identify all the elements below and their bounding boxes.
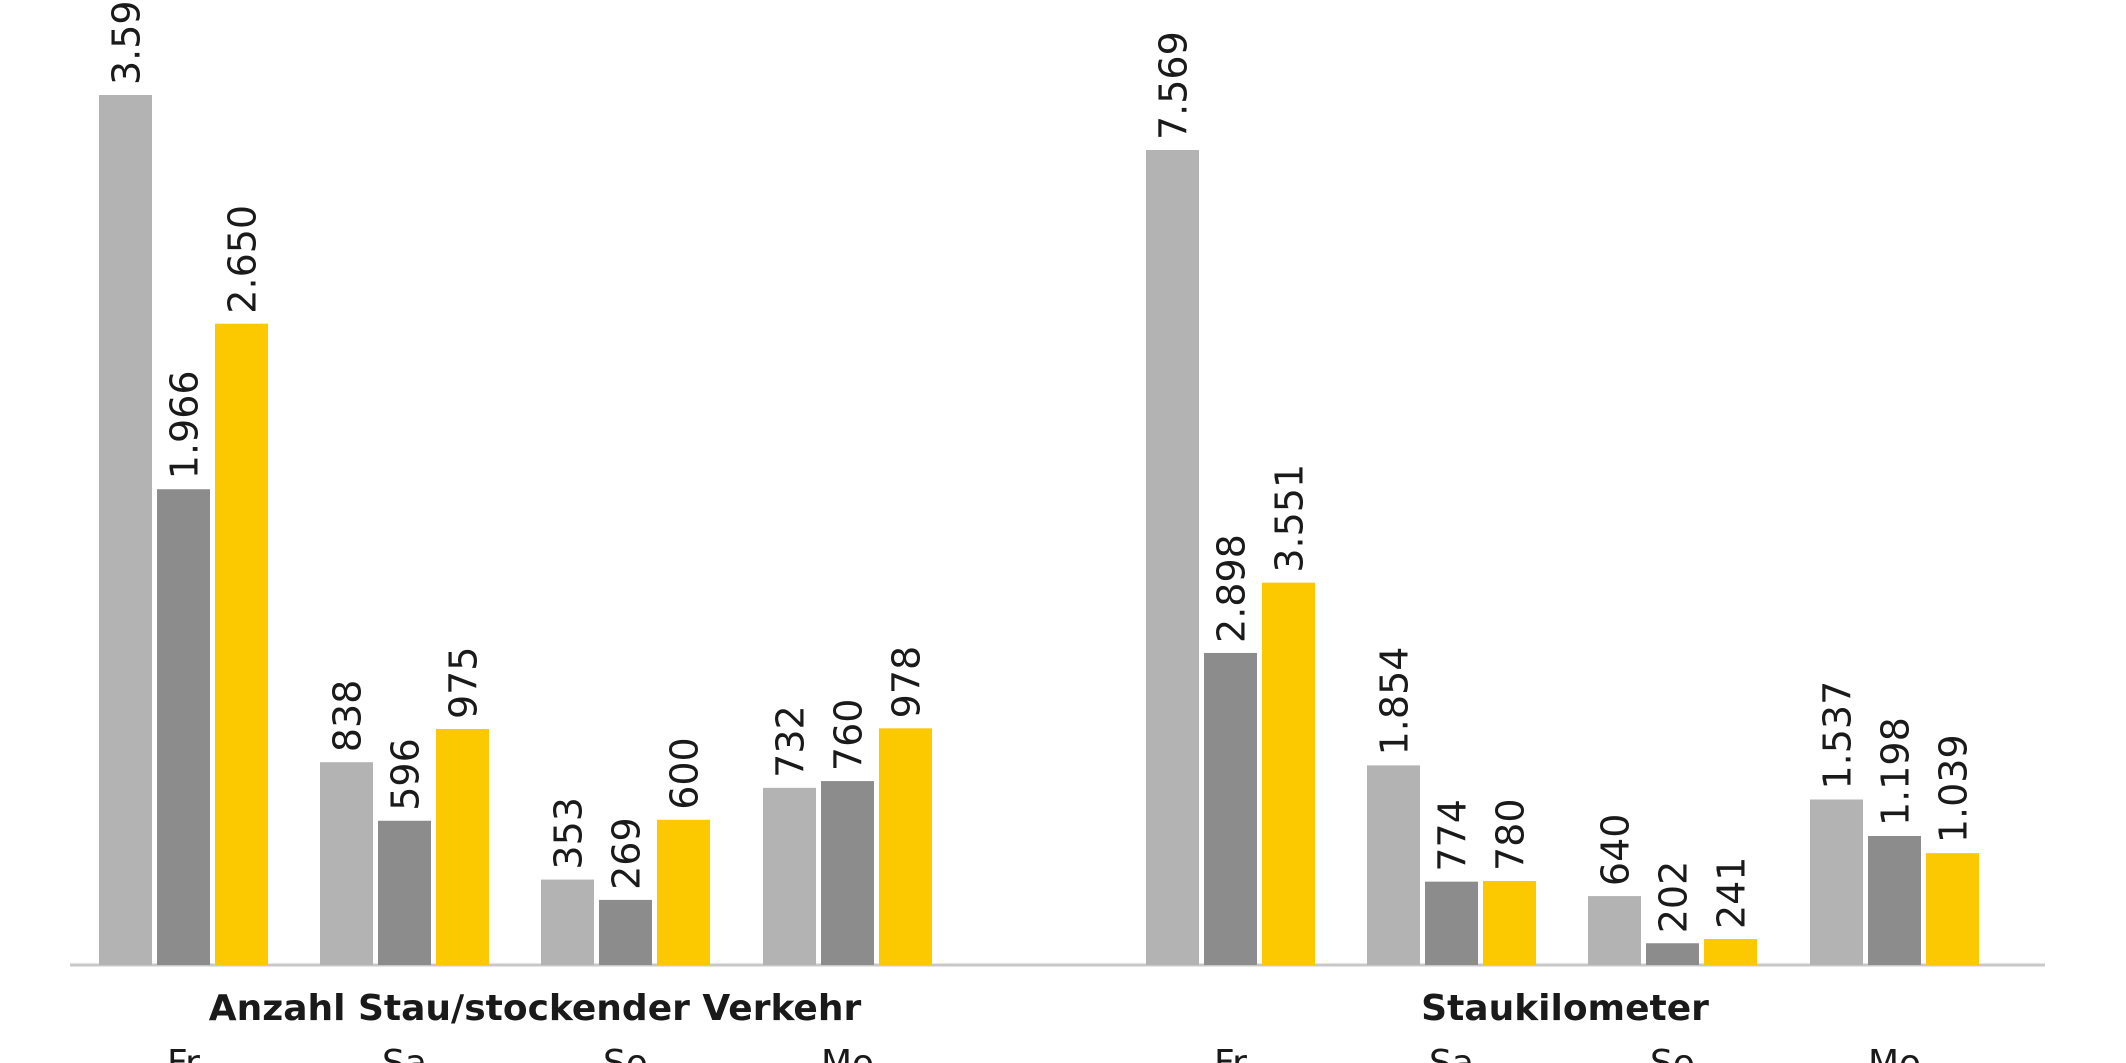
- value-label: 600: [663, 737, 707, 810]
- bar-2-mo-series-1: [1810, 799, 1863, 965]
- value-label: 760: [827, 699, 871, 772]
- bar-2-fr-series-2: [1204, 652, 1257, 965]
- bar-1-mo-series-3: [879, 728, 932, 965]
- bar-1-sa-series-2: [378, 820, 431, 965]
- bar-1-mo-series-1: [763, 787, 816, 965]
- value-label: 774: [1431, 799, 1475, 872]
- bar-1-so-series-1: [541, 879, 594, 965]
- value-label: 1.039: [1932, 734, 1976, 843]
- value-label: 732: [769, 705, 813, 778]
- bar-2-so-series-1: [1588, 896, 1641, 965]
- value-label: 3.551: [1268, 464, 1312, 573]
- bar-1-sa-series-1: [320, 762, 373, 965]
- value-label: 1.966: [163, 370, 207, 479]
- category-label: So: [1650, 1043, 1695, 1063]
- bar-2-fr-series-1: [1146, 150, 1199, 965]
- chart-title: Anzahl Stau/stockender Verkehr: [209, 988, 862, 1029]
- bar-2-so-series-2: [1646, 943, 1699, 965]
- bar-1-fr-series-3: [215, 323, 268, 965]
- value-label: 7.569: [1152, 31, 1196, 140]
- value-label: 640: [1594, 814, 1638, 887]
- bar-1-so-series-2: [599, 899, 652, 965]
- value-label: 838: [326, 680, 370, 753]
- bar-2-mo-series-3: [1926, 853, 1979, 965]
- bar-1-sa-series-3: [436, 729, 489, 965]
- bar-2-so-series-3: [1704, 939, 1757, 965]
- category-label: Mo: [1868, 1043, 1921, 1063]
- value-label: 1.537: [1816, 681, 1860, 790]
- value-label: 3.595: [105, 0, 149, 85]
- bar-2-sa-series-3: [1483, 881, 1536, 965]
- value-label: 269: [605, 817, 649, 890]
- category-label: Mo: [821, 1043, 874, 1063]
- value-label: 978: [885, 646, 929, 719]
- category-label: Sa: [1429, 1043, 1474, 1063]
- bar-2-sa-series-1: [1367, 765, 1420, 965]
- bar-2-fr-series-3: [1262, 582, 1315, 965]
- value-label: 1.854: [1373, 647, 1417, 756]
- value-label: 596: [384, 738, 428, 811]
- bar-1-mo-series-2: [821, 781, 874, 965]
- value-label: 1.198: [1874, 717, 1918, 826]
- value-label: 2.650: [221, 205, 265, 314]
- bar-1-fr-series-1: [99, 95, 152, 965]
- bar-2-sa-series-2: [1425, 881, 1478, 965]
- value-label: 353: [547, 797, 591, 870]
- category-label: So: [603, 1043, 648, 1063]
- value-label: 780: [1489, 798, 1533, 871]
- category-label: Fr: [167, 1043, 200, 1063]
- bar-1-fr-series-2: [157, 489, 210, 965]
- bar-2-mo-series-2: [1868, 836, 1921, 965]
- bar-1-so-series-3: [657, 819, 710, 965]
- value-label: 202: [1652, 861, 1696, 934]
- value-label: 975: [442, 647, 486, 720]
- value-label: 2.898: [1210, 534, 1254, 643]
- category-label: Fr: [1214, 1043, 1247, 1063]
- chart-title: Staukilometer: [1421, 988, 1709, 1029]
- value-label: 241: [1710, 857, 1754, 930]
- category-label: Sa: [382, 1043, 427, 1063]
